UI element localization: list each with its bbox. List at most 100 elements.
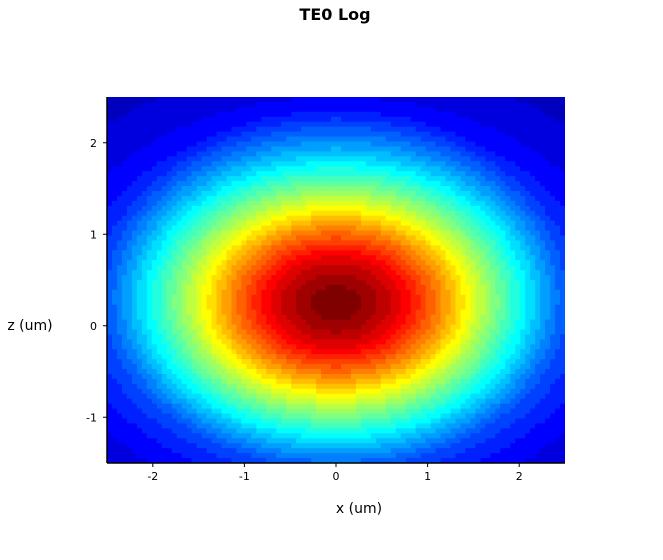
heatmap-cell — [555, 359, 561, 365]
heatmap-cell — [520, 260, 526, 266]
heatmap-cell — [455, 280, 462, 286]
heatmap-cell — [450, 106, 457, 113]
heatmap-cell — [266, 235, 272, 242]
heatmap-cell — [226, 171, 233, 177]
heatmap-cell — [116, 275, 123, 281]
heatmap-cell — [311, 121, 317, 128]
heatmap-cell — [455, 106, 462, 113]
heatmap-cell — [146, 275, 153, 281]
heatmap-cell — [251, 240, 257, 246]
heatmap-cell — [415, 230, 422, 237]
heatmap-cell — [321, 161, 327, 167]
heatmap-cell — [460, 314, 467, 321]
heatmap-cell — [480, 324, 486, 331]
heatmap-cell — [535, 101, 541, 108]
heatmap-cell — [107, 275, 113, 281]
heatmap-cell — [550, 121, 556, 128]
heatmap-cell — [485, 116, 491, 123]
heatmap-cell — [256, 225, 262, 232]
heatmap-cell — [500, 280, 506, 286]
heatmap-cell — [111, 354, 118, 360]
heatmap-cell — [246, 354, 252, 360]
heatmap-cell — [131, 309, 138, 316]
heatmap-cell — [156, 186, 163, 192]
heatmap-cell — [107, 280, 113, 286]
heatmap-cell — [370, 299, 377, 306]
heatmap-cell — [430, 200, 437, 207]
heatmap-cell — [316, 131, 322, 138]
heatmap-cell — [326, 344, 332, 350]
heatmap-cell — [345, 235, 352, 242]
heatmap-cell — [560, 240, 565, 246]
heatmap-cell — [425, 270, 432, 276]
heatmap-cell — [550, 195, 556, 202]
heatmap-cell — [560, 111, 565, 118]
heatmap-cell — [276, 344, 282, 350]
heatmap-cell — [226, 146, 233, 153]
heatmap-cell — [475, 240, 481, 246]
heatmap-cell — [311, 106, 317, 113]
heatmap-cell — [545, 190, 551, 197]
heatmap-cell — [331, 121, 337, 128]
heatmap-cell — [515, 275, 521, 281]
heatmap-cell — [221, 215, 228, 222]
heatmap-cell — [236, 101, 243, 108]
heatmap-cell — [176, 280, 183, 286]
heatmap-cell — [450, 284, 457, 291]
heatmap-cell — [156, 156, 163, 162]
heatmap-cell — [201, 131, 208, 138]
heatmap-cell — [171, 329, 178, 336]
heatmap-cell — [410, 126, 417, 133]
heatmap-cell — [306, 260, 312, 266]
heatmap-cell — [266, 359, 272, 365]
heatmap-cell — [380, 235, 387, 242]
heatmap-cell — [121, 275, 128, 281]
heatmap-cell — [161, 225, 168, 232]
heatmap-cell — [266, 161, 272, 167]
heatmap-cell — [390, 186, 397, 192]
heatmap-cell — [261, 156, 267, 162]
heatmap-cell — [181, 245, 188, 251]
heatmap-cell — [495, 245, 501, 251]
heatmap-cell — [415, 280, 422, 286]
heatmap-cell — [510, 275, 516, 281]
heatmap-cell — [350, 265, 357, 271]
heatmap-cell — [151, 364, 158, 370]
heatmap-cell — [345, 186, 352, 192]
heatmap-cell — [256, 344, 262, 350]
heatmap-cell — [131, 329, 138, 336]
heatmap-cell — [470, 176, 476, 182]
heatmap-cell — [485, 314, 491, 321]
heatmap-cell — [400, 97, 407, 103]
heatmap-cell — [560, 235, 565, 242]
heatmap-cell — [340, 240, 347, 246]
heatmap-cell — [495, 270, 501, 276]
heatmap-cell — [226, 200, 233, 207]
heatmap-cell — [350, 329, 357, 336]
heatmap-cell — [355, 106, 362, 113]
heatmap-cell — [490, 284, 496, 291]
heatmap-cell — [231, 270, 238, 276]
heatmap-cell — [251, 359, 257, 365]
heatmap-cell — [206, 299, 213, 306]
heatmap-cell — [176, 240, 183, 246]
heatmap-cell — [331, 111, 337, 118]
heatmap-cell — [171, 245, 178, 251]
heatmap-cell — [256, 116, 262, 123]
heatmap-cell — [360, 106, 367, 113]
heatmap-cell — [266, 190, 272, 197]
heatmap-cell — [301, 304, 307, 311]
heatmap-cell — [475, 131, 481, 138]
heatmap-cell — [131, 171, 138, 177]
heatmap-cell — [331, 136, 337, 143]
heatmap-cell — [460, 225, 467, 232]
heatmap-cell — [276, 245, 282, 251]
heatmap-cell — [355, 136, 362, 143]
heatmap-cell — [201, 111, 208, 118]
heatmap-cell — [131, 131, 138, 138]
heatmap-cell — [395, 270, 402, 276]
heatmap-cell — [311, 220, 317, 227]
heatmap-cell — [430, 146, 437, 153]
heatmap-cell — [500, 101, 506, 108]
heatmap-cell — [560, 275, 565, 281]
